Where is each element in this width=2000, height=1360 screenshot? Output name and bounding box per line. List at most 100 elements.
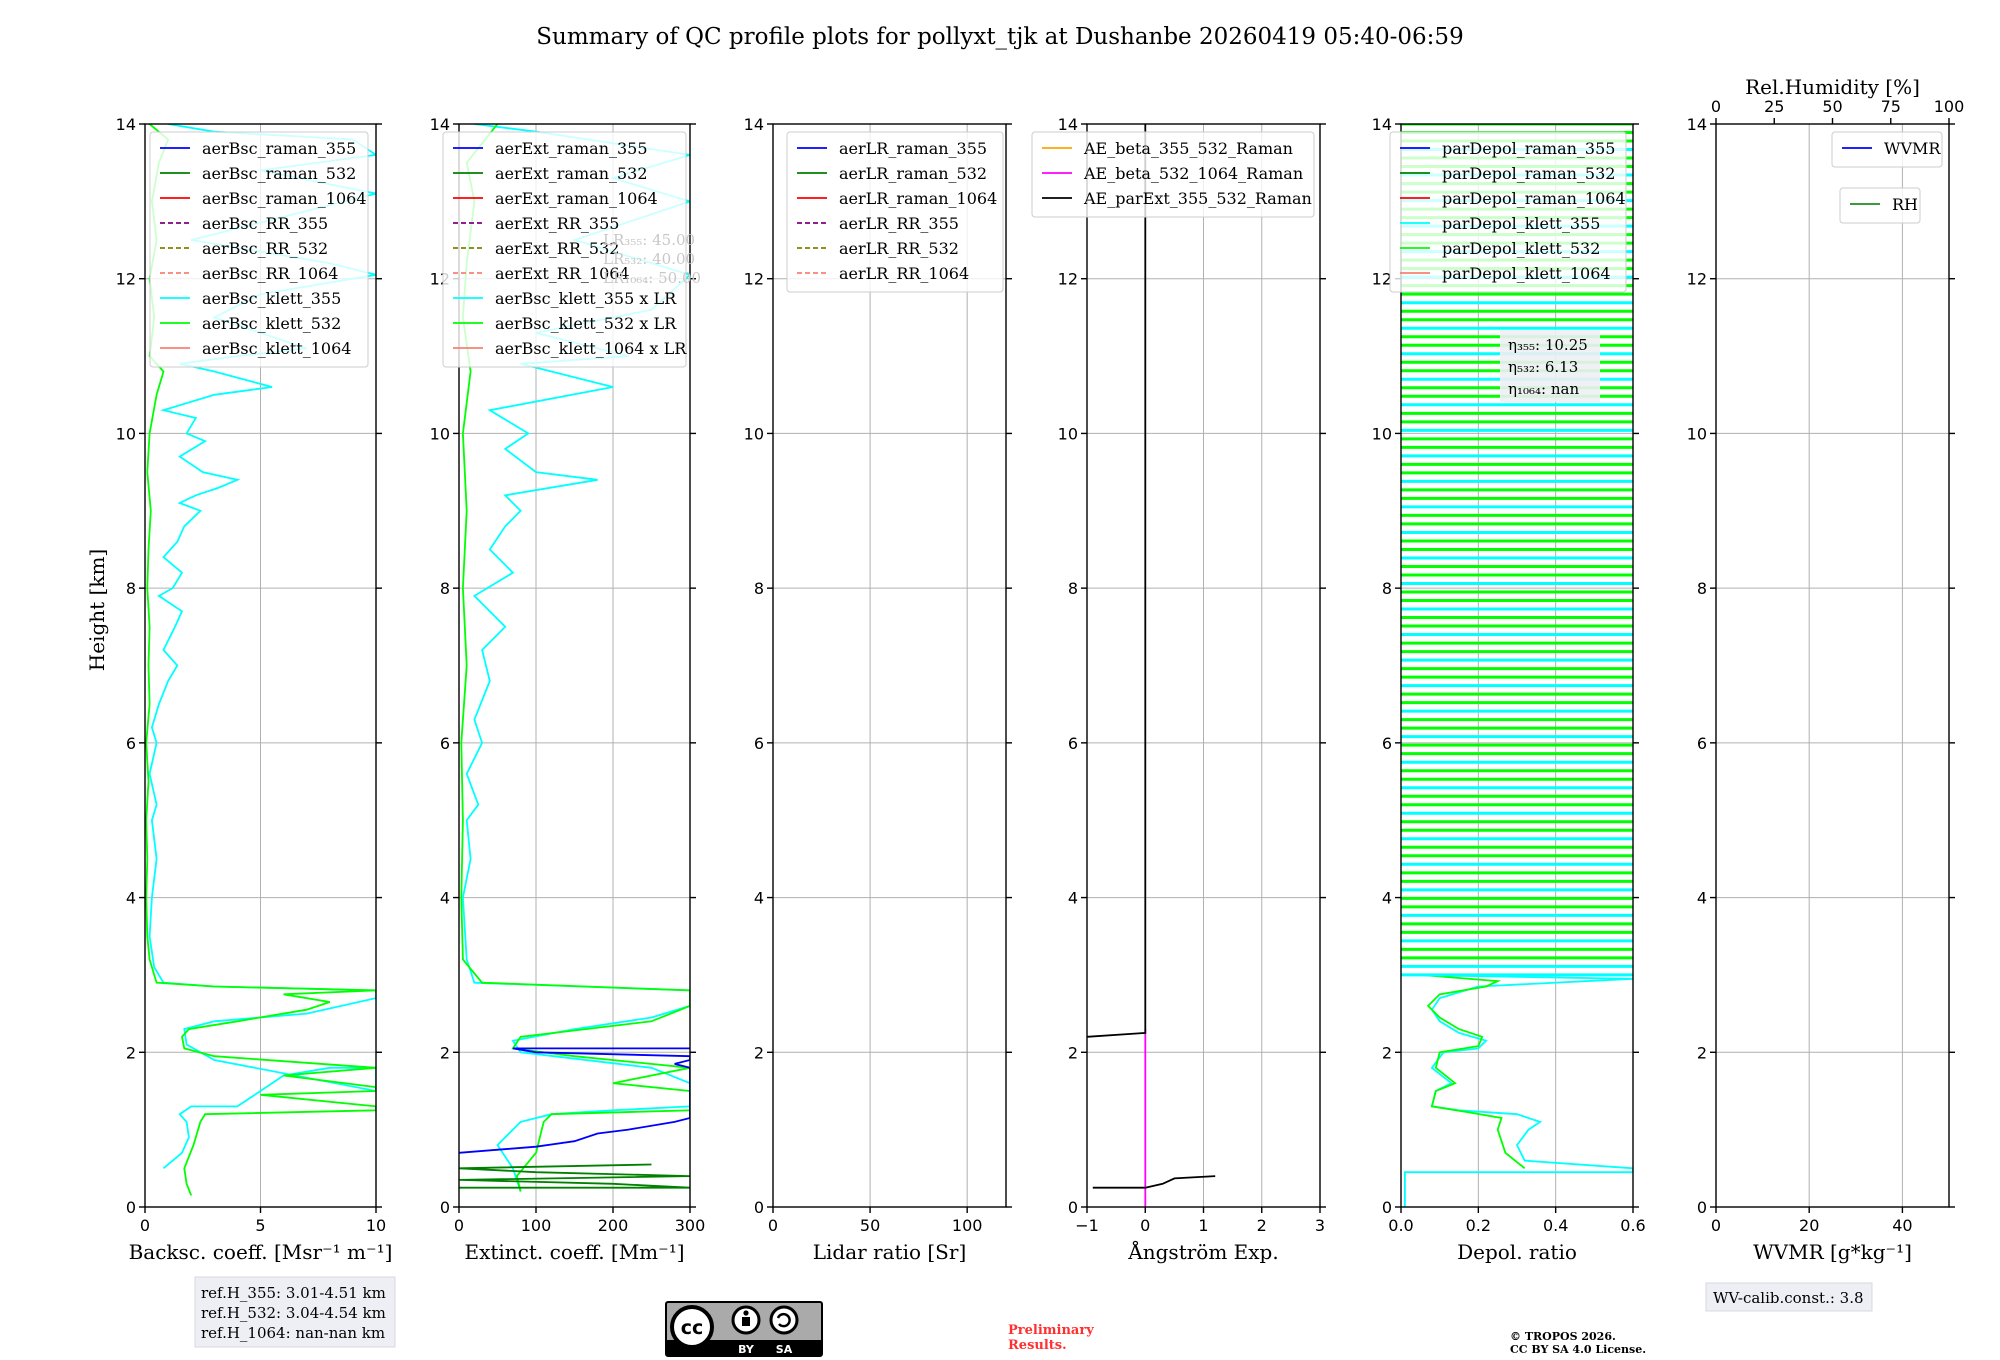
legend-entry: aerLR_raman_1064 — [839, 189, 997, 208]
axes-frame — [1400, 123, 1634, 1208]
wv-calib-box: WV-calib.const.: 3.8 — [1705, 1282, 1873, 1312]
series-line-parDepol_klett_532 — [1420, 974, 1526, 1170]
legend-entry: aerLR_RR_532 — [839, 239, 959, 258]
ref-height-box: ref.H_355: 3.01-4.51 km ref.H_532: 3.04-… — [194, 1276, 396, 1348]
legend-entry: aerBsc_RR_532 — [202, 239, 328, 258]
legend-bg — [786, 131, 1004, 293]
x-tick-label: 0 — [768, 1216, 778, 1235]
y-tick-label: 2 — [126, 1043, 136, 1062]
series-group — [1087, 124, 1216, 1207]
x-tick-label: 20 — [1799, 1216, 1819, 1235]
copyright-line-1: © TROPOS 2026. — [1510, 1330, 1616, 1343]
x-tick-label: 300 — [675, 1216, 706, 1235]
y-tick-label: 6 — [1382, 734, 1392, 753]
y-tick-label: 2 — [1068, 1043, 1078, 1062]
x-tick-label: 0 — [1140, 1216, 1150, 1235]
y-tick-label: 4 — [1068, 889, 1078, 908]
x-axis-label: Lidar ratio [Sr] — [813, 1240, 967, 1264]
legend-entry: parDepol_klett_1064 — [1442, 264, 1611, 283]
legend-entry: aerExt_RR_355 — [495, 214, 619, 233]
legend-entry: parDepol_klett_532 — [1442, 239, 1600, 258]
legend-entry: aerBsc_raman_1064 — [202, 189, 367, 208]
legend-entry: aerLR_RR_1064 — [839, 264, 969, 283]
cc-license-badge: cc BY SA — [665, 1301, 823, 1357]
y-tick-label: 0 — [126, 1198, 136, 1217]
legend-entry: aerExt_RR_1064 — [495, 264, 630, 283]
legend-entry: AE_beta_355_532_Raman — [1083, 139, 1293, 158]
y-tick-label: 12 — [1687, 270, 1707, 289]
series-line-AE_parExt_355_532_Raman — [1087, 124, 1147, 1038]
y-tick-label: 10 — [430, 424, 450, 443]
legend-entry: aerLR_raman_355 — [839, 139, 987, 158]
top-x-tick-label: 25 — [1764, 97, 1784, 116]
legend-entry: aerBsc_raman_355 — [202, 139, 356, 158]
legend-entry: parDepol_klett_355 — [1442, 214, 1600, 233]
by-person-body — [742, 1317, 750, 1326]
x-tick-label: 2 — [1257, 1216, 1267, 1235]
y-tick-label: 6 — [1068, 734, 1078, 753]
x-tick-label: 0.6 — [1620, 1216, 1645, 1235]
x-tick-label: 100 — [952, 1216, 983, 1235]
x-tick-label: 200 — [598, 1216, 629, 1235]
y-tick-label: 8 — [126, 579, 136, 598]
x-axis-label: Backsc. coeff. [Msr⁻¹ m⁻¹] — [129, 1240, 393, 1264]
x-tick-label: 1 — [1198, 1216, 1208, 1235]
y-tick-label: 0 — [1382, 1198, 1392, 1217]
legend-entry: WVMR — [1884, 139, 1941, 158]
wv-calib-const: WV-calib.const.: 3.8 — [1713, 1289, 1864, 1307]
series-line-aerExt_raman_355 — [459, 1047, 690, 1154]
annotation-bg — [1500, 330, 1600, 402]
legend-entry: aerBsc_klett_355 — [202, 289, 341, 308]
x-tick-label: 50 — [860, 1216, 880, 1235]
y-tick-label: 14 — [1372, 115, 1392, 134]
y-tick-label: 14 — [1058, 115, 1078, 134]
y-tick-label: 0 — [440, 1198, 450, 1217]
cc-logo-text: cc — [681, 1317, 704, 1339]
y-tick-label: 4 — [754, 889, 764, 908]
axes-frame — [458, 123, 691, 1208]
x-axis-label: Extinct. coeff. [Mm⁻¹] — [464, 1240, 684, 1264]
by-label: BY — [738, 1343, 755, 1356]
legend-entry: AE_beta_532_1064_Raman — [1083, 164, 1303, 183]
y-tick-label: 2 — [1697, 1043, 1707, 1062]
y-tick-label: 8 — [1068, 579, 1078, 598]
x-axis-label: Ångström Exp. — [1127, 1239, 1278, 1264]
top-x-tick-label: 50 — [1822, 97, 1842, 116]
y-tick-label: 14 — [744, 115, 764, 134]
y-tick-label: 6 — [440, 734, 450, 753]
y-tick-label: 2 — [440, 1043, 450, 1062]
legend-bg — [1031, 131, 1315, 218]
annotation-line: LR₅₃₂: 40.00 — [603, 250, 695, 268]
legend-entry: aerLR_RR_355 — [839, 214, 959, 233]
top-axis-label: Rel.Humidity [%] — [1745, 75, 1920, 99]
y-tick-label: 6 — [1697, 734, 1707, 753]
x-tick-label: 10 — [366, 1216, 386, 1235]
y-tick-label: 0 — [754, 1198, 764, 1217]
y-tick-label: 8 — [440, 579, 450, 598]
y-tick-label: 14 — [430, 115, 450, 134]
panel-3: 0 2 4 6 8 10 12 14 0 50 100 Lidar ratio [Sr] aerLR_r… — [744, 115, 1012, 1264]
copyright-line-2: CC BY SA 4.0 License. — [1510, 1343, 1646, 1356]
annotation-line: η₃₅₅: 10.25 — [1508, 336, 1588, 354]
sa-label: SA — [776, 1343, 793, 1356]
wv-calib-bg — [1705, 1282, 1873, 1312]
x-tick-label: 0 — [1711, 1216, 1721, 1235]
legend-entry: aerExt_RR_532 — [495, 239, 619, 258]
legend-bg — [442, 131, 687, 368]
top-x-tick-label: 100 — [1934, 97, 1965, 116]
sa-arrow — [776, 1312, 791, 1328]
x-tick-label: 100 — [521, 1216, 552, 1235]
top-x-tick-label: 0 — [1711, 97, 1721, 116]
y-tick-label: 6 — [126, 734, 136, 753]
legend-rh-entry: RH — [1892, 195, 1918, 214]
ref-height-532: ref.H_532: 3.04-4.54 km — [201, 1304, 386, 1322]
legend-bg — [1831, 131, 1943, 168]
legend-entry: aerBsc_raman_532 — [202, 164, 356, 183]
x-tick-label: 3 — [1315, 1216, 1325, 1235]
y-tick-label: 10 — [1687, 424, 1707, 443]
y-tick-label: 4 — [440, 889, 450, 908]
